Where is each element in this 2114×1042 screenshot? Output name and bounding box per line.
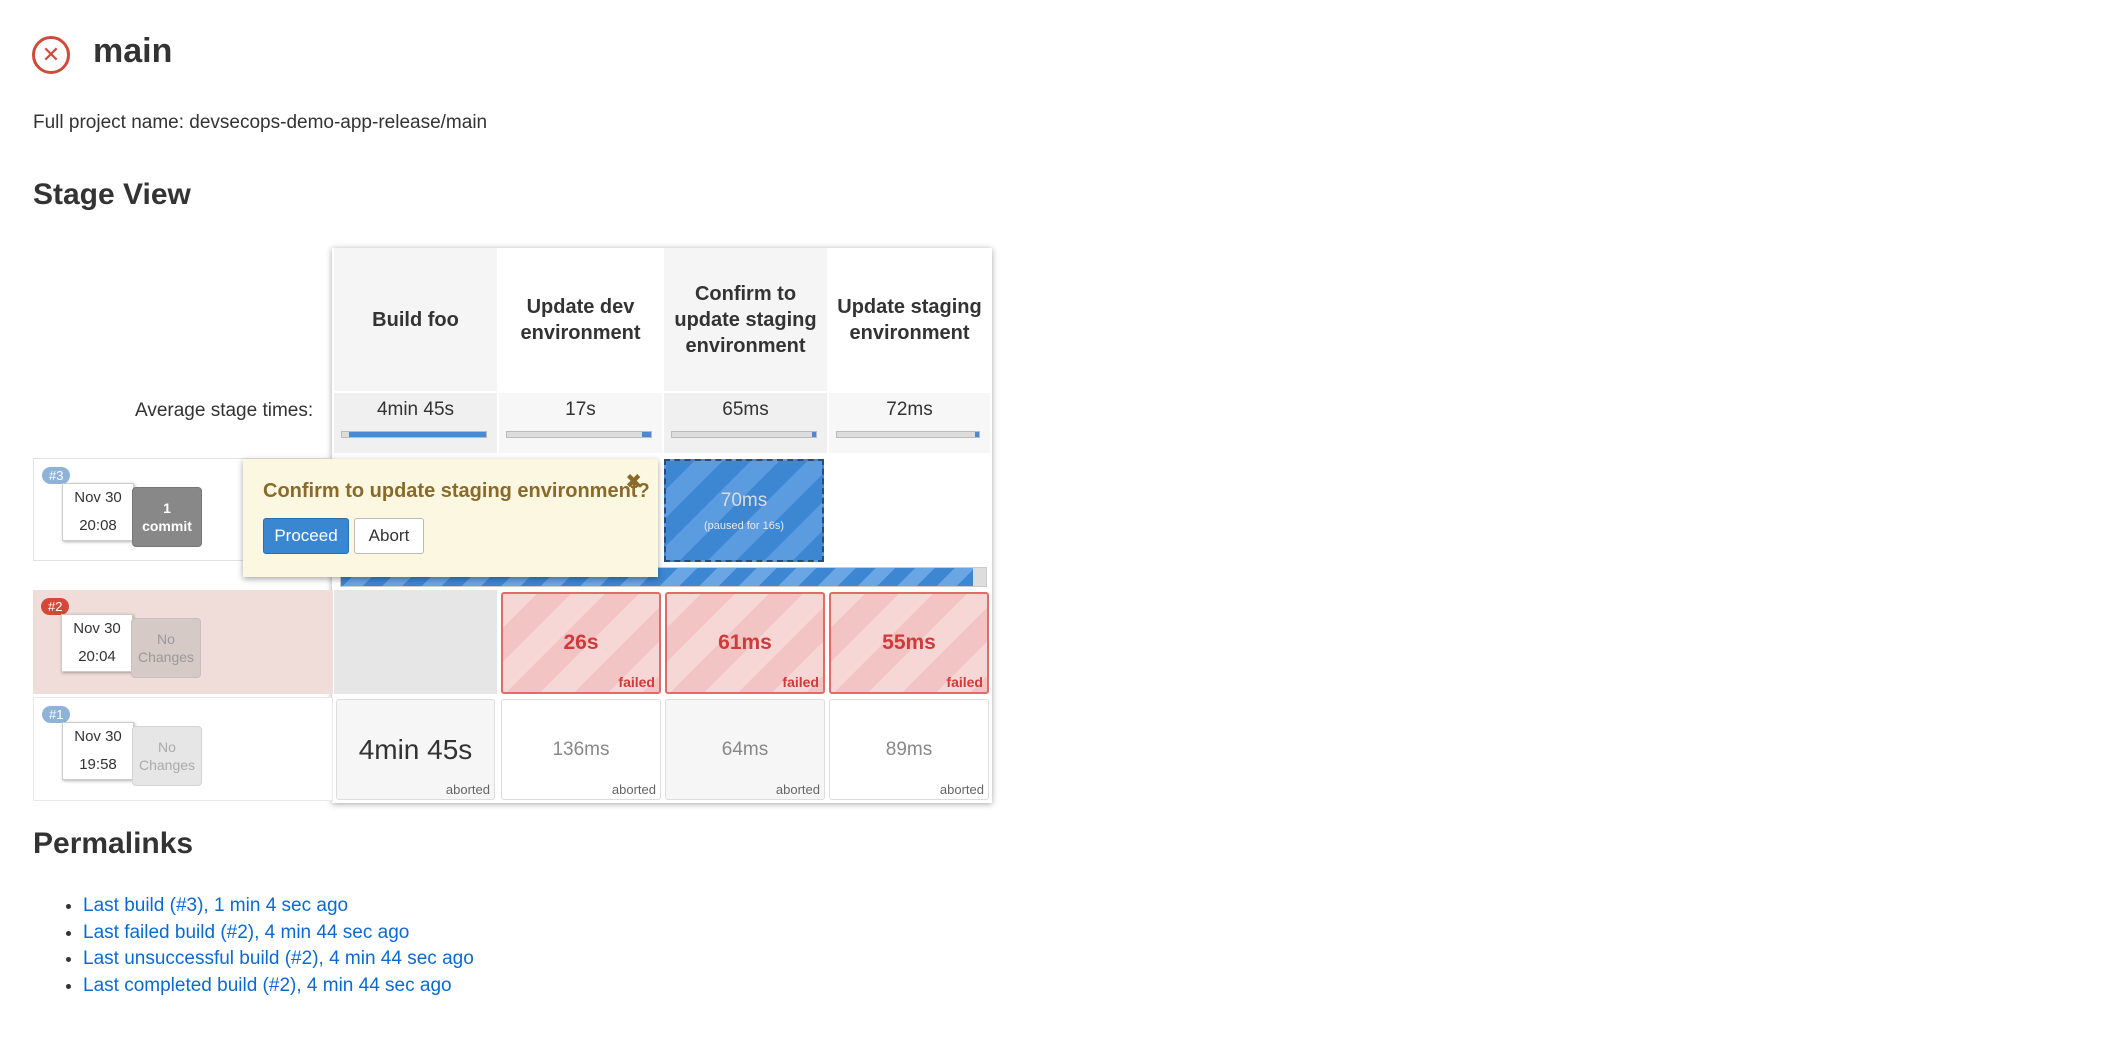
stage-header-update-staging: Update staging environment <box>837 295 982 344</box>
average-stage-times-label: Average stage times: <box>135 400 314 421</box>
avg-time-update-dev: 17s <box>499 393 662 453</box>
stage-view-heading: Stage View <box>33 178 191 211</box>
build-date-day: Nov 30 <box>74 728 122 745</box>
list-item: Last build (#3), 1 min 4 sec ago <box>83 893 474 920</box>
stage-header-update-dev: Update dev environment <box>520 295 641 344</box>
page-title: main <box>93 32 173 70</box>
stage-cell-duration: 61ms <box>718 631 772 654</box>
avg-time-build-foo: 4min 45s <box>334 393 497 453</box>
stage-cell-status: failed <box>782 674 819 690</box>
stage-cell-status: aborted <box>775 782 820 797</box>
avg-time-value: 65ms <box>722 399 769 420</box>
stage-header-confirm-staging: Confirm to update staging environment <box>664 248 827 391</box>
proceed-button[interactable]: Proceed <box>263 518 349 554</box>
avg-time-value: 72ms <box>886 399 933 420</box>
stage-cell-duration: 70ms <box>720 489 768 511</box>
avg-time-fill <box>974 432 979 437</box>
avg-time-value: 4min 45s <box>376 399 455 420</box>
build-date-time: 20:04 <box>78 648 116 665</box>
stage-cell-failed[interactable]: 55ms failed <box>829 592 989 694</box>
stage-cell-duration: 64ms <box>721 738 769 760</box>
list-item: Last completed build (#2), 4 min 44 sec … <box>83 973 474 1000</box>
permalink-last-build[interactable]: Last build (#3), 1 min 4 sec ago <box>83 895 349 916</box>
stage-cell-status: aborted <box>445 782 490 797</box>
stage-cell-aborted[interactable]: 136ms aborted <box>501 699 661 800</box>
build-date-day: Nov 30 <box>73 620 121 637</box>
stage-cell-status: failed <box>618 674 655 690</box>
build-row-2[interactable]: #2 Nov 30 20:04 No Changes <box>33 590 333 694</box>
changes-label: 1 commit <box>142 500 192 534</box>
close-icon[interactable]: ✖ <box>625 471 642 493</box>
permalink-last-completed[interactable]: Last completed build (#2), 4 min 44 sec … <box>83 974 452 996</box>
build-number-badge[interactable]: #3 <box>42 467 71 484</box>
list-item: Last failed build (#2), 4 min 44 sec ago <box>83 920 474 947</box>
build-date-time: 19:58 <box>79 756 117 773</box>
stage-cell-status: aborted <box>939 782 984 797</box>
stage-header-build-foo: Build foo <box>334 248 497 391</box>
avg-time-confirm-staging: 65ms <box>664 393 827 453</box>
avg-time-bar <box>836 431 980 438</box>
stage-cell-paused-note: (paused for 16s) <box>703 519 785 532</box>
avg-time-bar <box>671 431 817 438</box>
stage-cell-duration: 55ms <box>882 631 936 654</box>
build-date-time: 20:08 <box>79 517 117 534</box>
stage-cell-duration: 89ms <box>885 738 933 760</box>
failed-x-icon: ✕ <box>32 36 70 74</box>
build-date: Nov 30 19:58 <box>62 722 134 780</box>
stage-cell-failed[interactable]: 26s failed <box>501 592 661 694</box>
changes-button[interactable]: 1 commit <box>132 487 202 547</box>
build-number-badge[interactable]: #1 <box>42 706 71 723</box>
changes-label: No Changes <box>139 739 196 773</box>
avg-time-bar <box>341 431 487 438</box>
build-row-1[interactable]: #1 Nov 30 19:58 No Changes <box>33 697 333 801</box>
avg-time-fill <box>811 432 816 437</box>
stage-cell-aborted[interactable]: 89ms aborted <box>829 699 989 800</box>
build-date: Nov 30 20:04 <box>61 614 133 672</box>
build-number-badge[interactable]: #2 <box>41 598 70 615</box>
stage-cell-duration: 26s <box>563 631 599 654</box>
stage-cell-status: aborted <box>611 782 656 797</box>
stage-cell-status: failed <box>946 674 983 690</box>
popup-title: Confirm to update staging environment? <box>263 480 650 502</box>
abort-button[interactable]: Abort <box>354 518 424 554</box>
stage-cell-empty <box>334 590 497 694</box>
input-request-popup: Confirm to update staging environment? ✖… <box>243 459 658 577</box>
changes-label: No Changes <box>138 631 195 665</box>
permalink-last-unsuccessful[interactable]: Last unsuccessful build (#2), 4 min 44 s… <box>83 948 474 969</box>
permalinks-heading: Permalinks <box>33 827 194 860</box>
full-project-name: Full project name: devsecops-demo-app-re… <box>33 112 488 133</box>
list-item: Last unsuccessful build (#2), 4 min 44 s… <box>83 946 474 973</box>
permalinks-list: Last build (#3), 1 min 4 sec ago Last fa… <box>33 893 474 999</box>
avg-time-fill <box>642 432 651 437</box>
stage-cell-duration: 136ms <box>552 738 610 760</box>
avg-time-value: 17s <box>565 399 596 420</box>
changes-button[interactable]: No Changes <box>132 726 202 786</box>
avg-time-update-staging: 72ms <box>829 393 990 453</box>
stage-cell-running[interactable]: 70ms (paused for 16s) <box>664 459 824 562</box>
avg-time-fill <box>349 432 486 437</box>
changes-button[interactable]: No Changes <box>131 618 201 678</box>
permalink-last-failed[interactable]: Last failed build (#2), 4 min 44 sec ago <box>83 921 410 943</box>
build-date-day: Nov 30 <box>74 489 122 506</box>
stage-cell-duration: 4min 45s <box>358 733 473 765</box>
stage-cell-failed[interactable]: 61ms failed <box>665 592 825 694</box>
stage-cell-aborted[interactable]: 64ms aborted <box>665 699 825 800</box>
build-date: Nov 30 20:08 <box>62 483 134 541</box>
stage-cell-aborted[interactable]: 4min 45s aborted <box>336 699 495 800</box>
avg-time-bar <box>506 431 652 438</box>
